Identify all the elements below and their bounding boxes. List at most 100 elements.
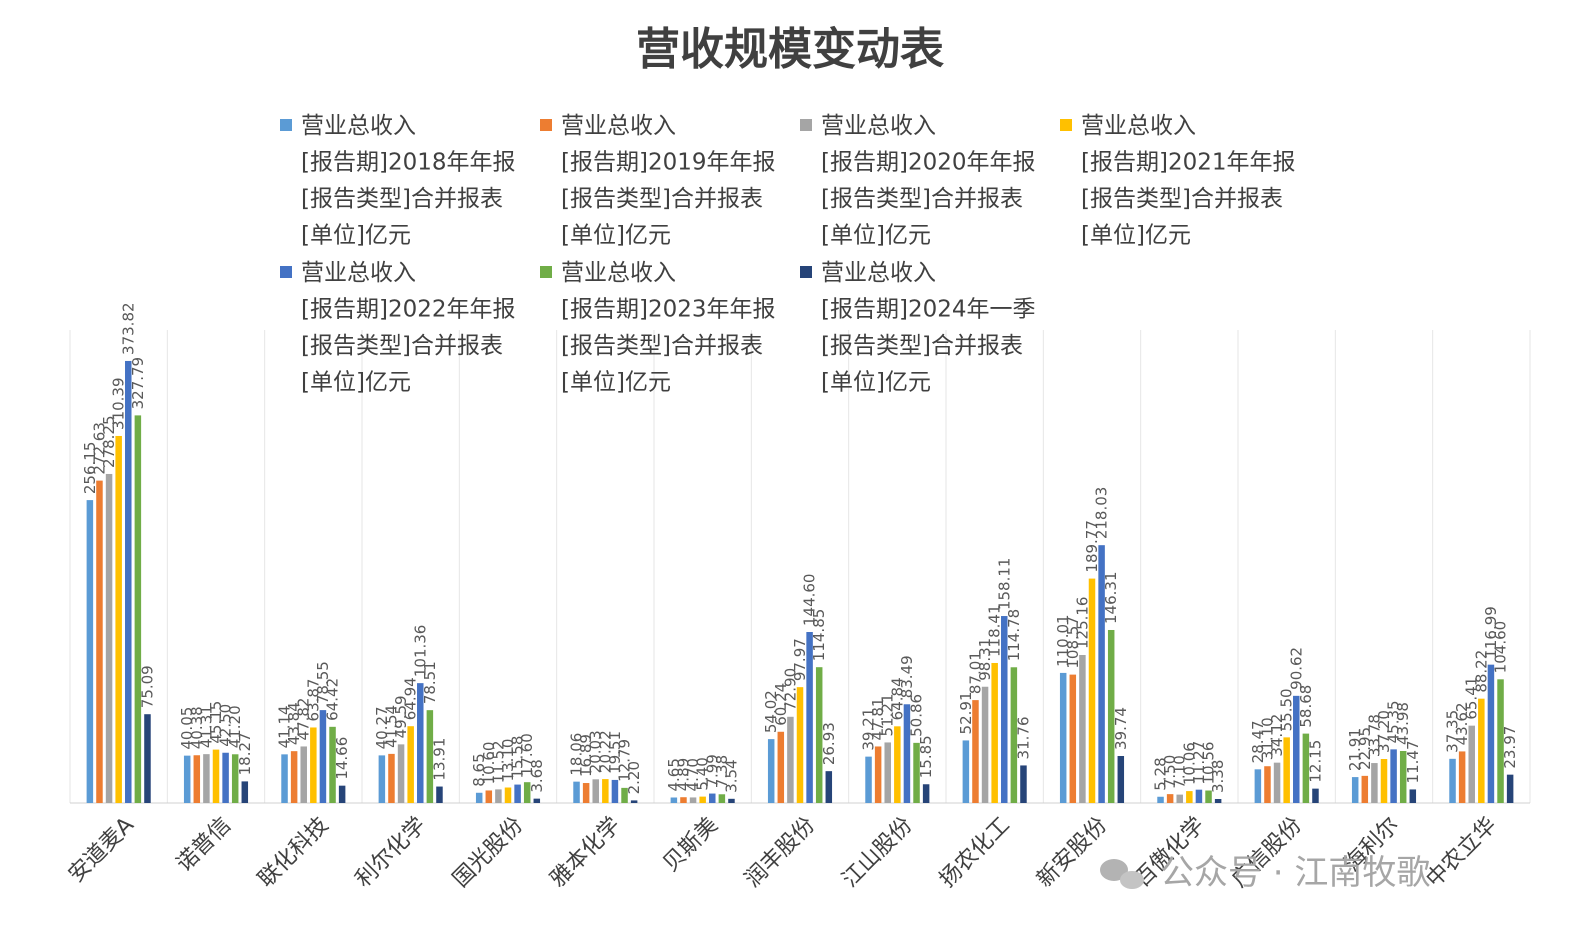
data-label: 23.97: [1501, 726, 1519, 769]
bar: [670, 797, 678, 803]
data-label: 51.21: [879, 693, 897, 736]
data-label: 65.41: [1463, 677, 1481, 720]
legend-entry: 营业总收入[报告期]2024年一季[报告类型]合并报表[单位]亿元: [821, 260, 1035, 396]
data-label: 101.36: [411, 625, 429, 678]
bar: [1059, 672, 1067, 803]
data-label: 34.12: [1268, 714, 1286, 757]
data-label: 43.98: [1394, 702, 1412, 745]
bar: [417, 683, 424, 803]
legend-swatch: [1060, 119, 1072, 131]
data-label: 52.91: [957, 691, 975, 734]
data-label: 5.40: [694, 757, 712, 790]
category-label: 利尔化学: [351, 813, 431, 893]
bar: [329, 726, 336, 803]
watermark-text: 公众号 · 江南牧歌: [1160, 853, 1430, 893]
data-label: 17.60: [518, 733, 536, 776]
data-label: 58.68: [1297, 685, 1315, 728]
bar: [1351, 777, 1359, 803]
bar: [1273, 762, 1281, 803]
data-label: 33.78: [1365, 714, 1383, 757]
data-label: 14.66: [333, 737, 351, 780]
bar: [134, 415, 142, 803]
bar: [241, 781, 249, 803]
legend-entry: 营业总收入[报告期]2022年年报[报告类型]合并报表[单位]亿元: [301, 260, 515, 396]
category-label: 扬农化工: [935, 813, 1015, 893]
data-label: 110.01: [1054, 614, 1072, 667]
data-label: 7.50: [1161, 755, 1179, 788]
bar: [1088, 578, 1096, 803]
data-label: 64.84: [888, 677, 906, 720]
data-label: 310.39: [110, 377, 128, 430]
bar: [1195, 789, 1203, 803]
data-label: 7.38: [713, 755, 731, 788]
wechat-icon: [1100, 859, 1128, 881]
data-label: 50.86: [908, 694, 926, 737]
legend: 营业总收入[报告期]2018年年报[报告类型]合并报表[单位]亿元营业总收入[报…: [280, 113, 1295, 396]
bar: [1371, 763, 1378, 803]
data-label: 13.91: [430, 738, 448, 781]
data-label: 278.25: [100, 415, 118, 468]
bars: [86, 360, 1514, 803]
data-label: 108.57: [1064, 616, 1082, 669]
category-label: 润丰股份: [740, 813, 820, 893]
data-label: 47.82: [295, 697, 313, 740]
bar: [913, 742, 920, 803]
bar: [378, 755, 386, 803]
data-label: 64.42: [324, 678, 342, 721]
legend-swatch: [800, 266, 812, 278]
bar: [972, 700, 979, 803]
data-label: 37.20: [1375, 710, 1393, 753]
data-label: 21.91: [1346, 728, 1364, 771]
legend-swatch: [540, 119, 552, 131]
bar: [874, 746, 882, 803]
data-label: 114.78: [1005, 609, 1023, 662]
data-label: 26.93: [820, 722, 838, 765]
bar: [1205, 790, 1212, 803]
bar: [1409, 789, 1417, 803]
bar: [894, 726, 901, 803]
data-label: 64.94: [402, 677, 420, 720]
category-label: 江山股份: [838, 813, 918, 893]
bar: [1117, 756, 1125, 803]
bar: [1176, 794, 1183, 803]
bar: [903, 704, 911, 803]
wechat-bubble-icon: [1120, 871, 1144, 889]
legend-swatch: [800, 119, 812, 131]
bar: [1478, 698, 1485, 803]
legend-swatch: [540, 266, 552, 278]
bar: [222, 752, 229, 803]
data-label: 11.52: [489, 740, 507, 783]
bar: [523, 782, 531, 803]
data-label: 7.99: [703, 754, 721, 787]
data-label: 158.11: [995, 558, 1013, 610]
bar: [1157, 796, 1164, 803]
bar: [981, 686, 989, 803]
category-label: 联化科技: [254, 813, 334, 893]
data-label: 16.89: [577, 734, 595, 777]
bar: [105, 473, 113, 803]
data-label: 63.87: [304, 679, 322, 722]
bar: [212, 749, 220, 803]
bar: [1264, 766, 1271, 803]
data-label: 15.85: [917, 735, 935, 778]
data-labels: 256.15 40.05 41.14 40.27 8.65 18.06 4.65 54.02 3…: [81, 302, 1519, 794]
data-label: 8.65: [470, 753, 488, 786]
bar: [300, 746, 307, 803]
bar: [1283, 737, 1290, 803]
data-label: 2.20: [625, 761, 643, 794]
data-label: 146.31: [1102, 571, 1120, 624]
bar: [1107, 629, 1115, 803]
bar: [709, 793, 716, 803]
data-label: 12.79: [616, 739, 634, 782]
data-label: 37.35: [1444, 710, 1462, 753]
data-label: 10.06: [1180, 742, 1198, 785]
bar: [495, 789, 502, 803]
data-label: 218.03: [1093, 487, 1111, 540]
bar: [290, 751, 298, 803]
data-label: 47.81: [869, 698, 887, 741]
data-label: 90.62: [1287, 647, 1305, 690]
data-label: 55.50: [1278, 688, 1296, 731]
data-label: 3.54: [722, 759, 740, 792]
data-label: 327.79: [129, 357, 147, 410]
legend-swatch: [280, 119, 292, 131]
